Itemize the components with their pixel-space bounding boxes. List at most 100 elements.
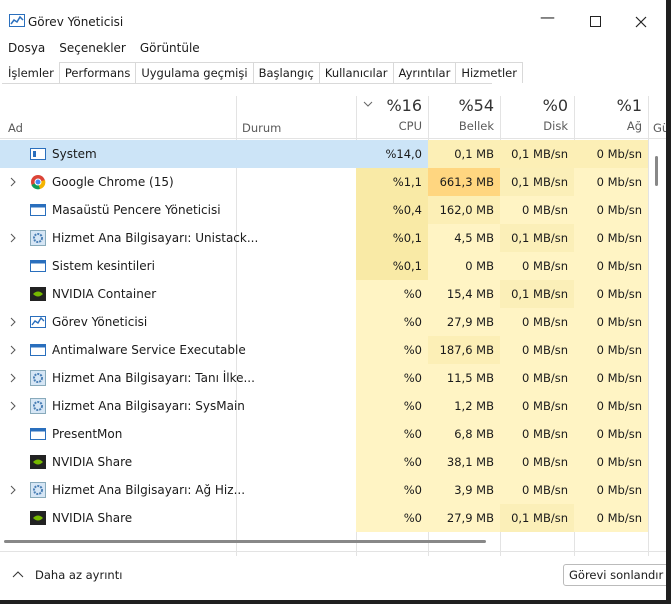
column-header[interactable]: %0 Disk — [500, 96, 568, 133]
metric-cell: 0 Mb/sn — [574, 224, 648, 252]
tab[interactable]: Hizmetler — [455, 62, 523, 83]
collapse-icon[interactable] — [12, 570, 24, 578]
expand-arrow[interactable] — [9, 233, 17, 243]
column-label: Ağ — [626, 119, 642, 133]
process-icon — [31, 175, 46, 190]
column-divider — [648, 96, 649, 556]
metric-cell: %0 — [356, 448, 428, 476]
metric-cell: 0 MB/sn — [500, 196, 574, 224]
expand-arrow[interactable] — [9, 177, 17, 187]
metric-cell: %1,1 — [356, 168, 428, 196]
tab[interactable]: Kullanıcılar — [318, 62, 394, 83]
process-icon — [30, 344, 46, 356]
metric-cell: 0 MB/sn — [500, 420, 574, 448]
column-label: CPU — [398, 119, 422, 133]
process-row[interactable]: Masaüstü Pencere Yöneticisi — [0, 196, 648, 224]
metric-cell: %0 — [356, 476, 428, 504]
expand-arrow[interactable] — [9, 485, 17, 495]
metric-cell: %14,0 — [356, 140, 428, 168]
less-details[interactable]: Daha az ayrıntı — [35, 568, 123, 582]
process-row[interactable]: Hizmet Ana Bilgisayarı: SysMain — [0, 392, 648, 420]
process-row[interactable]: Antimalware Service Executable — [0, 336, 648, 364]
process-icon — [30, 260, 46, 272]
metric-cell: 0 Mb/sn — [574, 504, 648, 532]
column-total: %1 — [616, 96, 642, 115]
metric-cell: 0,1 MB/sn — [500, 504, 574, 532]
process-row[interactable]: Sistem kesintileri — [0, 252, 648, 280]
process-name: Antimalware Service Executable — [52, 343, 246, 357]
minimize[interactable]: — — [540, 8, 555, 26]
process-row[interactable]: PresentMon — [0, 420, 648, 448]
column-header[interactable]: %16 CPU — [356, 96, 422, 133]
process-name: System — [52, 147, 97, 161]
tab[interactable]: Uygulama geçmişi — [135, 62, 254, 83]
tab[interactable]: İşlemler — [2, 62, 60, 83]
expand-arrow[interactable] — [9, 317, 17, 327]
process-icon — [30, 148, 46, 160]
process-row[interactable]: Hizmet Ana Bilgisayarı: Ağ Hiz... — [0, 476, 648, 504]
end-task-button[interactable]: Görevi sonlandır — [563, 564, 666, 586]
column-header[interactable]: Ad — [8, 121, 23, 135]
h-scrollbar[interactable] — [4, 540, 486, 543]
column-header[interactable]: %1 Ağ — [574, 96, 642, 133]
tab[interactable]: Performans — [58, 62, 137, 83]
metric-cell: 0 MB/sn — [500, 448, 574, 476]
metric-cell: 0,1 MB — [428, 140, 500, 168]
process-name: NVIDIA Share — [52, 511, 133, 525]
footer-border — [0, 551, 666, 552]
menu-item[interactable]: Seçenekler — [59, 41, 126, 55]
process-icon — [30, 428, 46, 440]
process-name: Masaüstü Pencere Yöneticisi — [52, 203, 221, 217]
close[interactable] — [635, 16, 647, 28]
expand-arrow[interactable] — [9, 345, 17, 355]
process-name: PresentMon — [52, 427, 123, 441]
process-row[interactable]: NVIDIA Container — [0, 280, 648, 308]
metric-cell: 0 MB/sn — [500, 252, 574, 280]
process-icon — [30, 511, 46, 525]
process-row[interactable]: Hizmet Ana Bilgisayarı: Tanı İlke... — [0, 364, 648, 392]
menu-bar: Dosya Seçenekler Görüntüle — [8, 41, 214, 55]
process-icon — [30, 455, 46, 469]
process-row[interactable]: Hizmet Ana Bilgisayarı: Unistack... — [0, 224, 648, 252]
metric-cell: 0 Mb/sn — [574, 196, 648, 224]
sort-indicator — [363, 101, 373, 107]
column-total: %16 — [386, 96, 422, 115]
metric-cell: 0 MB/sn — [500, 336, 574, 364]
column-header[interactable]: Gü — [653, 121, 666, 135]
metric-cell: 0,1 MB/sn — [500, 280, 574, 308]
process-name: Sistem kesintileri — [52, 259, 155, 273]
metric-cell: 0 Mb/sn — [574, 308, 648, 336]
process-name: Hizmet Ana Bilgisayarı: Unistack... — [52, 231, 259, 245]
metric-cell: %0 — [356, 336, 428, 364]
process-row[interactable]: Görev Yöneticisi — [0, 308, 648, 336]
tab-bar: İşlemler Performans Uygulama geçmişi Başlan… — [2, 62, 523, 84]
menu-item[interactable]: Dosya — [8, 41, 46, 55]
expand-arrow[interactable] — [9, 373, 17, 383]
process-icon — [30, 398, 46, 414]
column-header[interactable]: Durum — [242, 121, 282, 135]
tab[interactable]: Ayrıntılar — [392, 62, 457, 83]
maximize[interactable] — [590, 16, 602, 28]
column-header[interactable]: %54 Bellek — [428, 96, 494, 133]
metric-cell: 27,9 MB — [428, 308, 500, 336]
process-row[interactable]: NVIDIA Share — [0, 504, 648, 532]
process-icon — [30, 370, 46, 386]
v-scrollbar[interactable] — [655, 156, 658, 186]
menu-item[interactable]: Görüntüle — [139, 41, 200, 55]
expand-arrow[interactable] — [9, 401, 17, 411]
metric-cell: %0,1 — [356, 252, 428, 280]
metric-cell: 0,1 MB/sn — [500, 224, 574, 252]
metric-cell: 0 Mb/sn — [574, 420, 648, 448]
window-title: Görev Yöneticisi — [28, 15, 124, 29]
process-name: Google Chrome (15) — [52, 175, 174, 189]
metric-cell: %0 — [356, 420, 428, 448]
tab[interactable]: Başlangıç — [252, 62, 320, 83]
metric-cell: 0 Mb/sn — [574, 140, 648, 168]
metric-cell: 0 MB/sn — [500, 364, 574, 392]
process-row[interactable]: NVIDIA Share — [0, 448, 648, 476]
metric-cell: 0 Mb/sn — [574, 448, 648, 476]
process-row[interactable]: Google Chrome (15) — [0, 168, 648, 196]
metric-cell: 0 Mb/sn — [574, 364, 648, 392]
